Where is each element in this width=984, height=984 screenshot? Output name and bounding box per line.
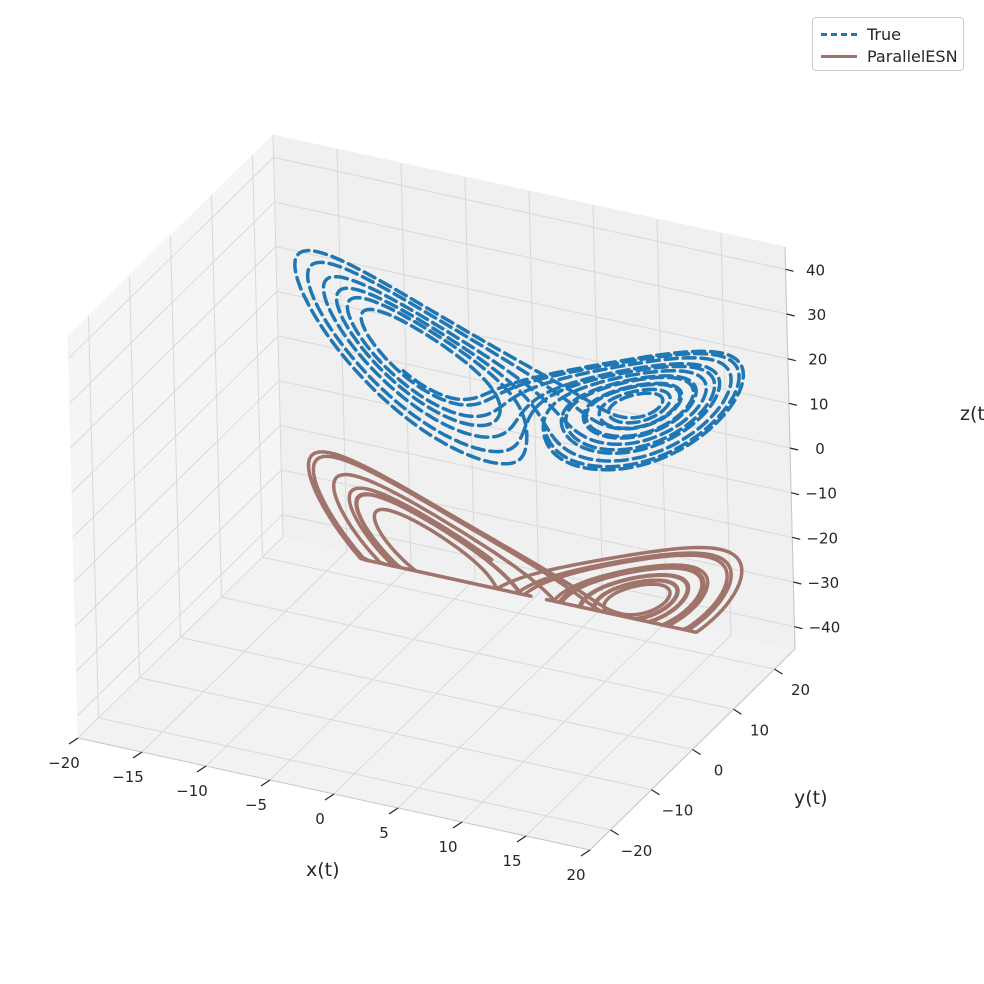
- x-tick-label: 15: [502, 852, 521, 870]
- grid-line-y-floor: [98, 717, 611, 831]
- x-tick-mark: [68, 737, 79, 745]
- x-tick-label: −10: [176, 782, 208, 800]
- y-tick-label: −10: [662, 802, 694, 820]
- grid-line-z-back: [279, 380, 792, 494]
- grid-line-z-back: [280, 424, 793, 538]
- x-tick-label: 5: [379, 824, 389, 842]
- y-tick-label: 0: [714, 762, 724, 780]
- grid-line-z-back: [274, 201, 787, 315]
- x-tick-mark: [260, 779, 271, 787]
- y-tick-label: 10: [750, 721, 769, 739]
- x-tick-mark: [196, 765, 207, 773]
- x-tick-label: 0: [315, 810, 325, 828]
- z-tick-mark: [788, 402, 798, 406]
- grid-line-z-side: [77, 514, 283, 717]
- axes-ticks: −20 −15 −10 −5 0 5 10 15 20 −20 −10 0 10 20 −40 −30 −20 −…: [48, 261, 840, 884]
- z-tick-label: 10: [809, 395, 828, 413]
- x-tick-label: 20: [566, 866, 585, 884]
- y-tick-mark: [610, 829, 619, 836]
- series-layer: [293, 248, 746, 635]
- z-tick-label: 20: [808, 351, 827, 369]
- y-tick-label: −20: [621, 842, 653, 860]
- y-axis-label: y(t): [794, 787, 828, 809]
- x-tick-label: −5: [245, 796, 267, 814]
- legend-label-parallelesn: ParallelESN: [867, 46, 958, 66]
- x-tick-label: 10: [438, 838, 457, 856]
- x-tick-mark: [580, 849, 591, 857]
- x-tick-mark: [388, 807, 399, 815]
- grid-line-z-side: [68, 156, 274, 359]
- z-tick-label: −10: [805, 485, 837, 503]
- grid-line-z-side: [73, 380, 280, 583]
- z-tick-mark: [793, 581, 802, 585]
- grid-line-y-floor: [139, 677, 652, 791]
- z-tick-mark: [785, 268, 794, 272]
- z-axis-label: z(t: [960, 403, 984, 425]
- grid-line-y-floor: [180, 637, 693, 750]
- grid-line-y-floor: [221, 596, 734, 710]
- z-tick-label: −30: [808, 574, 840, 592]
- y-tick-mark: [733, 708, 742, 715]
- legend-label-true: True: [867, 24, 901, 44]
- grid-line-z-side: [74, 424, 281, 627]
- grid-line-z-side: [75, 469, 282, 672]
- x-tick-mark: [132, 751, 143, 759]
- legend-swatch-true: [821, 32, 857, 36]
- z-tick-mark: [787, 358, 796, 362]
- y-tick-mark: [692, 748, 701, 756]
- x-tick-mark: [516, 835, 527, 843]
- x-axis-label: x(t): [306, 859, 340, 881]
- grid-line-z-side: [69, 201, 276, 404]
- grid-line-y-floor: [262, 556, 775, 670]
- y-tick-label: 20: [791, 681, 810, 699]
- z-tick-mark: [790, 492, 800, 496]
- z-tick-label: 30: [807, 306, 826, 324]
- x-tick-label: −15: [112, 768, 144, 786]
- z-tick-mark: [786, 313, 795, 317]
- legend-swatch-parallelesn: [821, 54, 857, 58]
- x-tick-label: −20: [48, 754, 80, 772]
- x-tick-mark: [324, 793, 335, 801]
- grid-line-z-back: [275, 246, 788, 360]
- z-tick-mark: [792, 536, 801, 540]
- legend: True ParallelESN: [812, 17, 964, 71]
- series-line-true: [293, 248, 746, 472]
- series-line-parallelesn: [306, 450, 744, 635]
- y-tick-mark: [774, 668, 783, 675]
- grid-line-z-side: [70, 246, 277, 449]
- z-tick-mark: [794, 626, 803, 630]
- z-tick-mark: [789, 447, 799, 451]
- legend-item-parallelesn: ParallelESN: [821, 45, 958, 67]
- grid-line-z-side: [71, 290, 278, 493]
- z-tick-label: −20: [806, 529, 838, 547]
- y-tick-mark: [651, 789, 660, 796]
- legend-item-true: True: [821, 23, 901, 45]
- z-tick-label: 0: [815, 440, 825, 458]
- x-tick-mark: [452, 821, 463, 829]
- grid-line-z-back: [273, 156, 786, 270]
- z-tick-label: −40: [809, 619, 841, 637]
- z-tick-label: 40: [806, 261, 825, 279]
- grid-line-z-side: [72, 335, 279, 538]
